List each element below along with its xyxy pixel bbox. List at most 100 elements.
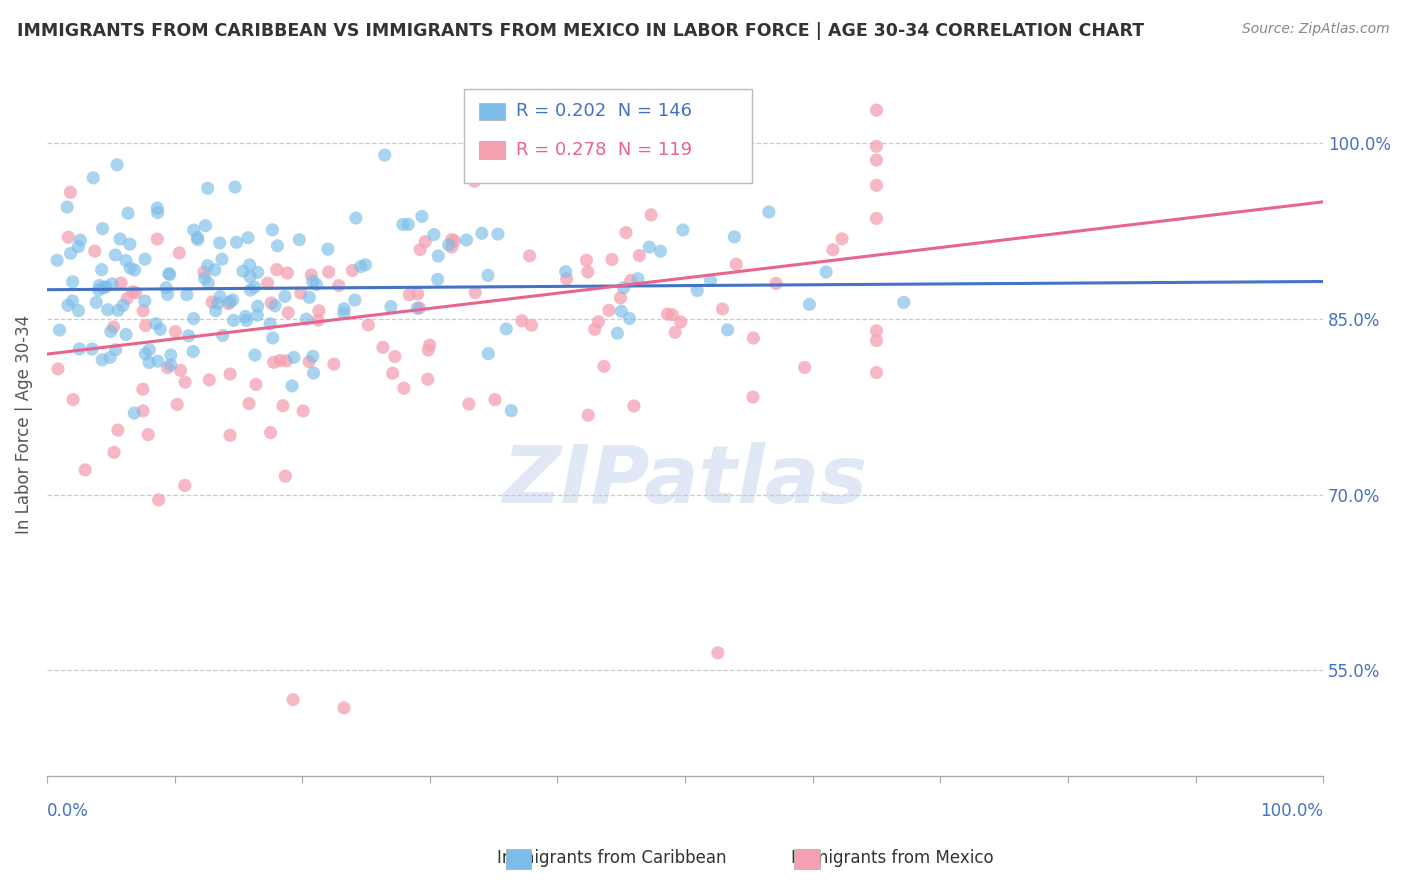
Point (266, 239, 288, 253)
Point (765, 277, 787, 291)
Point (865, 324, 887, 338)
Point (274, 289, 297, 303)
Point (87, 283, 110, 297)
Point (274, 469, 297, 483)
Point (246, 265, 269, 279)
Point (406, 287, 429, 301)
Point (94, 280, 117, 294)
Point (323, 357, 346, 371)
Point (669, 315, 692, 329)
Point (118, 237, 141, 252)
Point (176, 288, 198, 302)
Text: Immigrants from Mexico: Immigrants from Mexico (792, 849, 994, 867)
Point (225, 235, 247, 250)
Text: R = 0.278  N = 119: R = 0.278 N = 119 (516, 141, 692, 159)
Point (598, 303, 620, 318)
Point (132, 303, 155, 318)
Point (520, 155, 543, 169)
Text: Source: ZipAtlas.com: Source: ZipAtlas.com (1241, 22, 1389, 37)
Point (464, 285, 486, 300)
Point (238, 396, 260, 410)
Point (271, 399, 294, 413)
Point (614, 226, 637, 240)
Point (122, 406, 145, 420)
Point (392, 218, 415, 232)
Point (610, 304, 633, 318)
Point (628, 249, 651, 263)
Point (159, 348, 181, 362)
Point (292, 404, 315, 418)
Point (276, 354, 298, 368)
Point (650, 244, 672, 259)
Point (381, 366, 404, 380)
Point (198, 373, 221, 387)
Point (686, 284, 709, 298)
Point (183, 311, 205, 326)
Point (121, 285, 143, 299)
Point (661, 308, 683, 322)
Point (224, 180, 246, 194)
Point (135, 318, 157, 333)
Point (263, 355, 285, 369)
Point (235, 313, 257, 327)
Point (298, 354, 321, 368)
Point (132, 404, 155, 418)
Point (380, 300, 402, 314)
Point (831, 232, 853, 246)
Point (82, 342, 104, 356)
Point (277, 306, 299, 320)
Point (157, 267, 180, 281)
Point (865, 366, 887, 380)
Point (91, 221, 114, 235)
Point (619, 311, 641, 326)
Point (865, 211, 887, 226)
Point (457, 397, 479, 411)
Point (600, 252, 623, 267)
Point (554, 265, 576, 279)
Point (298, 290, 321, 304)
Point (815, 265, 838, 279)
Point (84, 295, 107, 310)
Point (344, 211, 367, 225)
Point (197, 181, 219, 195)
Point (333, 301, 356, 316)
Point (69, 342, 91, 356)
Point (520, 318, 543, 333)
Point (107, 303, 129, 318)
Point (108, 232, 131, 246)
Point (173, 478, 195, 492)
Point (59, 246, 82, 260)
Point (124, 263, 146, 277)
Point (699, 274, 721, 288)
Point (91, 352, 114, 367)
Point (193, 265, 215, 279)
Point (443, 234, 465, 248)
Point (419, 338, 441, 352)
Point (204, 263, 226, 277)
Point (146, 201, 169, 215)
Point (575, 253, 598, 268)
Point (67, 239, 90, 253)
Point (115, 327, 138, 342)
Point (134, 347, 156, 361)
Point (374, 148, 396, 162)
Point (104, 248, 127, 262)
Point (576, 265, 599, 279)
Point (194, 219, 217, 233)
Point (495, 322, 517, 336)
Point (305, 277, 328, 292)
Point (620, 274, 643, 288)
Point (302, 366, 325, 380)
Point (260, 296, 283, 310)
Point (799, 297, 821, 311)
Point (396, 218, 419, 232)
Point (93, 280, 115, 294)
Point (299, 268, 322, 282)
Point (146, 205, 169, 219)
Point (48, 323, 70, 337)
Text: IMMIGRANTS FROM CARIBBEAN VS IMMIGRANTS FROM MEXICO IN LABOR FORCE | AGE 30-34 C: IMMIGRANTS FROM CARIBBEAN VS IMMIGRANTS … (17, 22, 1144, 40)
Point (134, 293, 156, 308)
Point (413, 235, 436, 249)
Point (301, 349, 323, 363)
Point (46, 253, 69, 268)
